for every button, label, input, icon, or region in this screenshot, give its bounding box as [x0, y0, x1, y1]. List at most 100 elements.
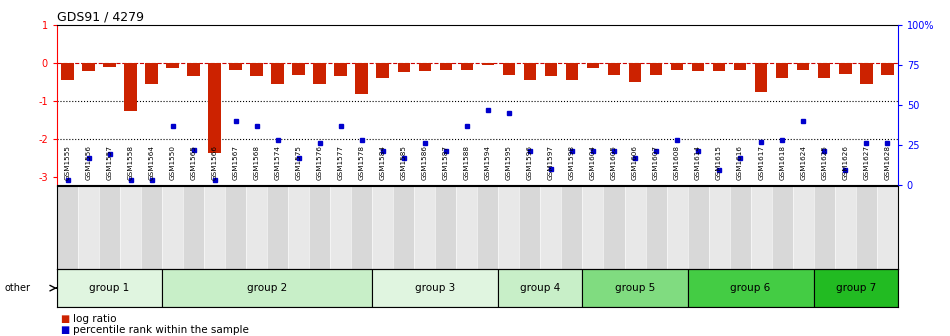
Bar — [57, 186, 78, 269]
Bar — [145, 63, 158, 84]
Bar — [503, 63, 515, 75]
Bar — [124, 63, 137, 111]
Bar — [393, 186, 414, 269]
Bar — [57, 269, 162, 307]
Bar — [818, 63, 830, 78]
Bar — [688, 269, 814, 307]
Bar — [208, 63, 221, 153]
Text: group 5: group 5 — [615, 283, 655, 293]
Bar — [419, 63, 431, 71]
Bar — [523, 63, 536, 80]
Bar — [709, 186, 730, 269]
Bar — [461, 63, 473, 70]
Bar — [856, 186, 877, 269]
Text: group 4: group 4 — [521, 283, 560, 293]
Bar — [671, 63, 683, 70]
Bar — [456, 186, 478, 269]
Bar — [712, 63, 726, 71]
Bar — [397, 63, 410, 72]
Bar — [334, 63, 347, 77]
Bar — [225, 186, 246, 269]
Bar — [733, 63, 747, 70]
Bar — [881, 63, 894, 75]
Text: other: other — [5, 283, 30, 293]
Bar — [187, 63, 200, 77]
Bar — [310, 186, 331, 269]
Bar — [499, 186, 520, 269]
Bar — [860, 63, 872, 84]
Bar — [565, 63, 579, 80]
Bar — [582, 269, 688, 307]
Bar — [104, 63, 116, 67]
Text: group 1: group 1 — [89, 283, 129, 293]
Bar — [331, 186, 352, 269]
Bar — [667, 186, 688, 269]
Bar — [750, 186, 771, 269]
Bar — [204, 186, 225, 269]
Text: GDS91 / 4279: GDS91 / 4279 — [57, 10, 144, 23]
Bar — [61, 63, 74, 80]
Bar — [183, 186, 204, 269]
Bar — [499, 269, 582, 307]
Bar — [520, 186, 541, 269]
Bar — [755, 63, 768, 92]
Text: ■: ■ — [60, 313, 69, 324]
Bar — [162, 186, 183, 269]
Bar — [166, 63, 179, 68]
Bar — [587, 63, 599, 68]
Bar — [482, 63, 494, 65]
Bar — [120, 186, 142, 269]
Bar — [814, 269, 898, 307]
Bar — [877, 186, 898, 269]
Text: ■: ■ — [60, 325, 69, 335]
Bar — [435, 186, 456, 269]
Bar — [293, 63, 305, 75]
Bar — [376, 63, 390, 78]
Bar — [561, 186, 582, 269]
Bar — [83, 63, 95, 71]
Bar — [229, 63, 242, 70]
Bar — [355, 63, 368, 94]
Bar — [267, 186, 288, 269]
Bar — [162, 269, 372, 307]
Text: group 3: group 3 — [415, 283, 455, 293]
Bar — [730, 186, 750, 269]
Bar — [646, 186, 667, 269]
Bar — [629, 63, 641, 82]
Bar — [541, 186, 561, 269]
Bar — [314, 63, 326, 84]
Bar — [797, 63, 809, 70]
Bar — [688, 186, 709, 269]
Bar — [288, 186, 310, 269]
Text: percentile rank within the sample: percentile rank within the sample — [73, 325, 249, 335]
Bar — [692, 63, 704, 71]
Bar — [624, 186, 646, 269]
Bar — [650, 63, 662, 75]
Bar — [372, 269, 499, 307]
Text: group 7: group 7 — [836, 283, 876, 293]
Bar — [78, 186, 99, 269]
Bar — [814, 186, 835, 269]
Bar — [478, 186, 499, 269]
Bar — [544, 63, 558, 77]
Bar — [246, 186, 267, 269]
Bar — [142, 186, 162, 269]
Bar — [771, 186, 792, 269]
Bar — [582, 186, 603, 269]
Bar — [603, 186, 624, 269]
Text: group 2: group 2 — [247, 283, 287, 293]
Bar — [608, 63, 620, 75]
Bar — [251, 63, 263, 77]
Text: log ratio: log ratio — [73, 313, 117, 324]
Bar — [272, 63, 284, 84]
Bar — [835, 186, 856, 269]
Bar — [440, 63, 452, 70]
Text: group 6: group 6 — [731, 283, 770, 293]
Bar — [792, 186, 813, 269]
Bar — [352, 186, 372, 269]
Bar — [839, 63, 851, 74]
Bar — [776, 63, 788, 78]
Bar — [99, 186, 120, 269]
Bar — [414, 186, 435, 269]
Bar — [372, 186, 393, 269]
